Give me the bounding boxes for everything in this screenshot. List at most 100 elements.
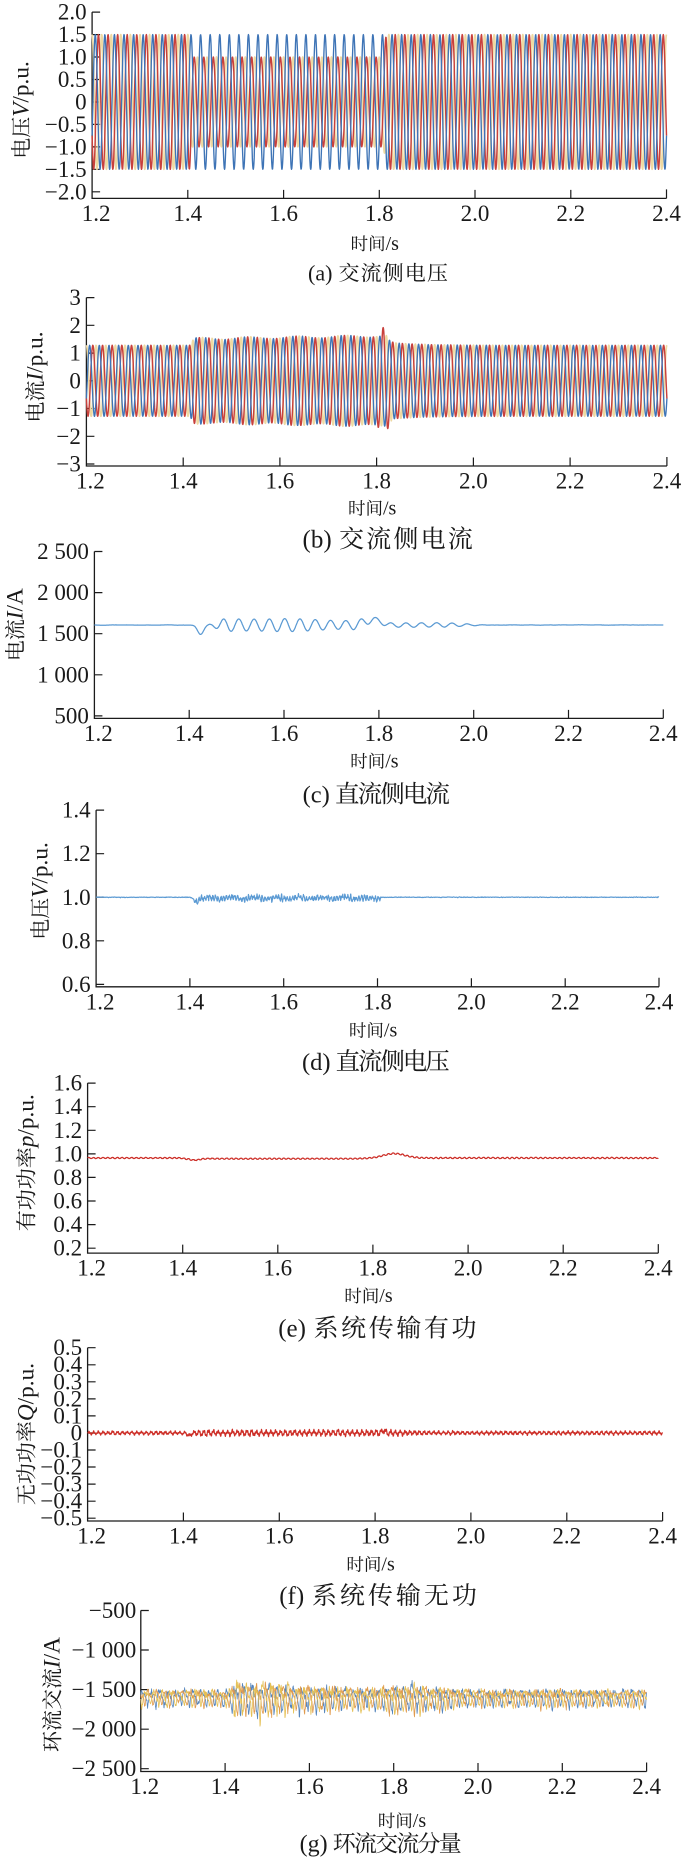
svg-text:/p.u.: /p.u.: [9, 61, 35, 102]
svg-text:/p.u.: /p.u.: [14, 1094, 40, 1135]
svg-text:(b): (b): [303, 527, 332, 554]
svg-text:1.8: 1.8: [379, 1774, 408, 1799]
svg-text:0.8: 0.8: [53, 1165, 82, 1190]
svg-text:1.6: 1.6: [295, 1774, 324, 1799]
svg-text:0.5: 0.5: [58, 67, 87, 92]
svg-text:I: I: [3, 610, 29, 620]
svg-text:1.8: 1.8: [365, 201, 394, 226]
svg-text:/A: /A: [3, 588, 29, 611]
svg-text:2.0: 2.0: [459, 469, 488, 494]
svg-text:/s: /s: [385, 750, 399, 772]
svg-text:p: p: [14, 1136, 40, 1150]
svg-text:1.6: 1.6: [269, 201, 298, 226]
svg-text:500: 500: [54, 703, 89, 728]
svg-text:2.2: 2.2: [554, 721, 583, 746]
svg-text:V: V: [28, 881, 54, 898]
svg-text:1.2: 1.2: [76, 469, 105, 494]
svg-text:1.8: 1.8: [363, 989, 392, 1014]
svg-text:1.8: 1.8: [362, 469, 391, 494]
svg-text:1.8: 1.8: [365, 721, 394, 746]
svg-text:1 500: 1 500: [37, 621, 89, 646]
svg-text:2.4: 2.4: [648, 1524, 677, 1549]
svg-text:(c): (c): [303, 781, 330, 808]
svg-text:−0.5: −0.5: [40, 1506, 82, 1531]
svg-text:−2: −2: [56, 424, 80, 449]
svg-text:/A: /A: [40, 1637, 66, 1660]
svg-text:/s: /s: [384, 1020, 398, 1042]
svg-text:2.2: 2.2: [552, 1524, 581, 1549]
svg-text:/s: /s: [413, 1810, 427, 1832]
svg-text:/s: /s: [386, 233, 400, 255]
svg-text:1.6: 1.6: [265, 1524, 294, 1549]
svg-text:2.0: 2.0: [461, 201, 490, 226]
svg-text:2.2: 2.2: [548, 1774, 577, 1799]
svg-text:1.0: 1.0: [53, 1141, 82, 1166]
svg-text:2.4: 2.4: [652, 201, 681, 226]
svg-text:1.2: 1.2: [84, 721, 113, 746]
svg-text:1.4: 1.4: [175, 721, 204, 746]
svg-text:1.8: 1.8: [361, 1524, 390, 1549]
svg-text:0.2: 0.2: [53, 1236, 82, 1261]
svg-text:0: 0: [71, 1421, 83, 1446]
svg-text:2 500: 2 500: [37, 539, 89, 564]
svg-text:2.0: 2.0: [454, 1256, 483, 1281]
svg-text:2.4: 2.4: [649, 721, 678, 746]
svg-text:−500: −500: [89, 1598, 136, 1623]
svg-text:2.2: 2.2: [556, 469, 585, 494]
svg-text:0.1: 0.1: [53, 1403, 82, 1428]
svg-text:2.4: 2.4: [632, 1774, 661, 1799]
svg-text:2.0: 2.0: [457, 989, 486, 1014]
svg-text:0.5: 0.5: [53, 1335, 82, 1360]
svg-text:1.4: 1.4: [169, 469, 198, 494]
svg-text:(g): (g): [300, 1832, 328, 1858]
svg-text:−1.5: −1.5: [45, 157, 87, 182]
svg-text:2 000: 2 000: [37, 580, 89, 605]
svg-text:−1 000: −1 000: [72, 1638, 137, 1663]
svg-text:1: 1: [69, 341, 81, 366]
svg-text:−2 000: −2 000: [72, 1717, 137, 1742]
svg-text:1.4: 1.4: [168, 1256, 197, 1281]
svg-text:1.2: 1.2: [62, 841, 91, 866]
svg-text:−0.5: −0.5: [45, 112, 87, 137]
svg-text:0.4: 0.4: [53, 1352, 82, 1377]
svg-text:0.4: 0.4: [53, 1212, 82, 1237]
svg-text:2.4: 2.4: [644, 1256, 673, 1281]
svg-text:1.6: 1.6: [269, 989, 298, 1014]
svg-text:/s: /s: [383, 498, 397, 520]
svg-text:2: 2: [69, 313, 81, 338]
svg-text:−0.3: −0.3: [40, 1472, 82, 1497]
svg-text:0.8: 0.8: [62, 928, 91, 953]
svg-text:2.0: 2.0: [459, 721, 488, 746]
svg-text:−0.2: −0.2: [40, 1455, 82, 1480]
svg-text:0.6: 0.6: [62, 972, 91, 997]
svg-text:−2.0: −2.0: [45, 179, 87, 204]
svg-text:I: I: [40, 1659, 66, 1669]
svg-text:1.6: 1.6: [53, 1071, 82, 1096]
svg-text:0.6: 0.6: [53, 1189, 82, 1214]
svg-text:(e): (e): [278, 1316, 306, 1343]
svg-text:1.2: 1.2: [130, 1774, 159, 1799]
svg-text:1.6: 1.6: [270, 721, 299, 746]
svg-text:1.4: 1.4: [176, 989, 205, 1014]
svg-text:(d): (d): [302, 1049, 331, 1076]
svg-text:1.6: 1.6: [266, 469, 295, 494]
svg-text:2.0: 2.0: [464, 1774, 493, 1799]
svg-text:1.8: 1.8: [359, 1256, 388, 1281]
svg-text:2.2: 2.2: [549, 1256, 578, 1281]
svg-text:−0.1: −0.1: [40, 1438, 82, 1463]
svg-text:1.2: 1.2: [77, 1524, 106, 1549]
svg-text:Q: Q: [14, 1404, 40, 1421]
svg-text:1.2: 1.2: [86, 989, 115, 1014]
svg-text:0: 0: [69, 368, 81, 393]
svg-text:0: 0: [75, 90, 87, 115]
svg-text:/p.u.: /p.u.: [23, 331, 49, 372]
svg-text:2.0: 2.0: [457, 1524, 486, 1549]
svg-text:2.0: 2.0: [58, 0, 87, 25]
svg-text:2.4: 2.4: [653, 469, 682, 494]
svg-text:1.2: 1.2: [82, 201, 111, 226]
svg-text:/p.u.: /p.u.: [28, 842, 54, 883]
svg-text:1.4: 1.4: [62, 798, 91, 823]
svg-text:1.2: 1.2: [77, 1256, 106, 1281]
svg-text:0.3: 0.3: [53, 1369, 82, 1394]
svg-text:2.2: 2.2: [551, 989, 580, 1014]
